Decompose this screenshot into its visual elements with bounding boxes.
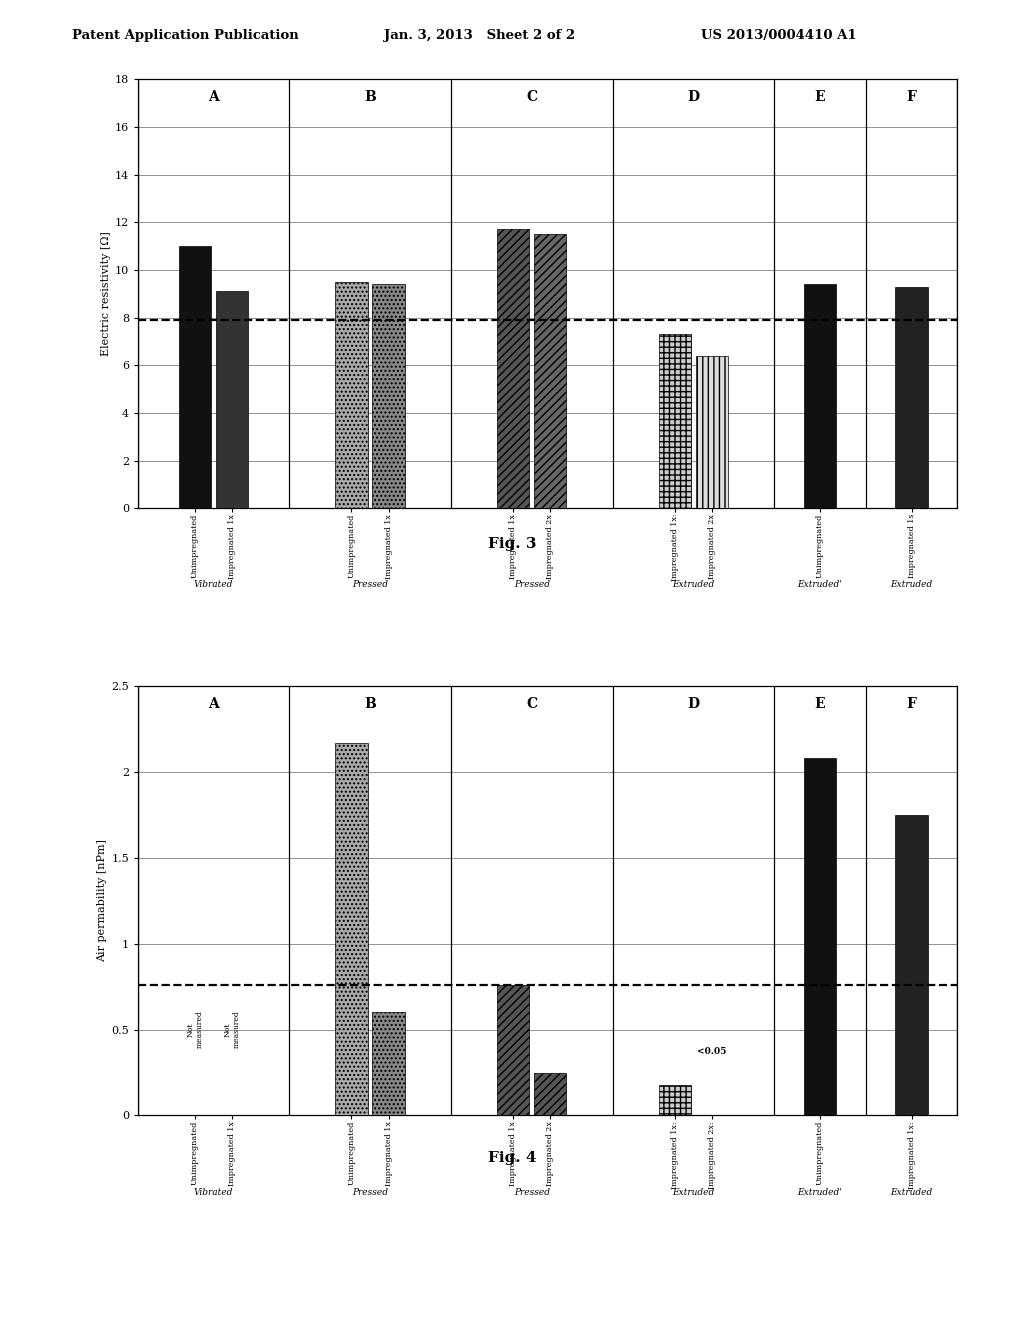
Text: Extruded': Extruded' xyxy=(798,1188,843,1197)
Text: Vibrated: Vibrated xyxy=(194,1188,233,1197)
Text: US 2013/0004410 A1: US 2013/0004410 A1 xyxy=(701,29,857,42)
Bar xyxy=(497,985,529,1115)
Bar xyxy=(373,1012,404,1115)
Bar xyxy=(497,230,529,508)
Text: C: C xyxy=(526,697,538,711)
Text: A: A xyxy=(208,697,219,711)
Text: Not
measured: Not measured xyxy=(186,1011,204,1048)
Text: Pressed: Pressed xyxy=(352,1188,388,1197)
Text: E: E xyxy=(815,697,825,711)
Text: Not
measured: Not measured xyxy=(223,1011,241,1048)
Text: Extruded: Extruded xyxy=(891,1188,933,1197)
Text: F: F xyxy=(906,697,916,711)
Text: Pressed: Pressed xyxy=(514,581,550,590)
Text: A: A xyxy=(208,90,219,104)
Text: D: D xyxy=(687,697,699,711)
Y-axis label: Air permability [nPm]: Air permability [nPm] xyxy=(97,840,108,962)
Bar xyxy=(373,284,404,508)
Bar xyxy=(535,1072,566,1115)
Text: Extruded': Extruded' xyxy=(798,581,843,590)
Bar xyxy=(179,246,211,508)
Bar xyxy=(335,281,368,508)
Bar xyxy=(804,759,837,1115)
Bar xyxy=(895,814,928,1115)
Text: C: C xyxy=(526,90,538,104)
Text: Extruded: Extruded xyxy=(891,581,933,590)
Y-axis label: Electric resistivity [Ω]: Electric resistivity [Ω] xyxy=(100,231,111,356)
Bar xyxy=(658,1085,691,1115)
Bar xyxy=(216,292,249,508)
Text: Vibrated: Vibrated xyxy=(194,581,233,590)
Text: D: D xyxy=(687,90,699,104)
Text: Extruded: Extruded xyxy=(672,581,715,590)
Bar xyxy=(658,334,691,508)
Text: Patent Application Publication: Patent Application Publication xyxy=(72,29,298,42)
Bar xyxy=(535,234,566,508)
Text: F: F xyxy=(906,90,916,104)
Bar xyxy=(335,743,368,1115)
Text: Extruded: Extruded xyxy=(672,1188,715,1197)
Text: B: B xyxy=(365,90,376,104)
Bar xyxy=(895,286,928,508)
Text: Jan. 3, 2013   Sheet 2 of 2: Jan. 3, 2013 Sheet 2 of 2 xyxy=(384,29,575,42)
Text: Pressed: Pressed xyxy=(514,1188,550,1197)
Text: Fig. 3: Fig. 3 xyxy=(487,537,537,550)
Bar xyxy=(695,355,728,508)
Text: Fig. 4: Fig. 4 xyxy=(487,1151,537,1164)
Text: Pressed: Pressed xyxy=(352,581,388,590)
Bar xyxy=(804,284,837,508)
Text: B: B xyxy=(365,697,376,711)
Text: E: E xyxy=(815,90,825,104)
Text: <0.05: <0.05 xyxy=(697,1047,727,1056)
